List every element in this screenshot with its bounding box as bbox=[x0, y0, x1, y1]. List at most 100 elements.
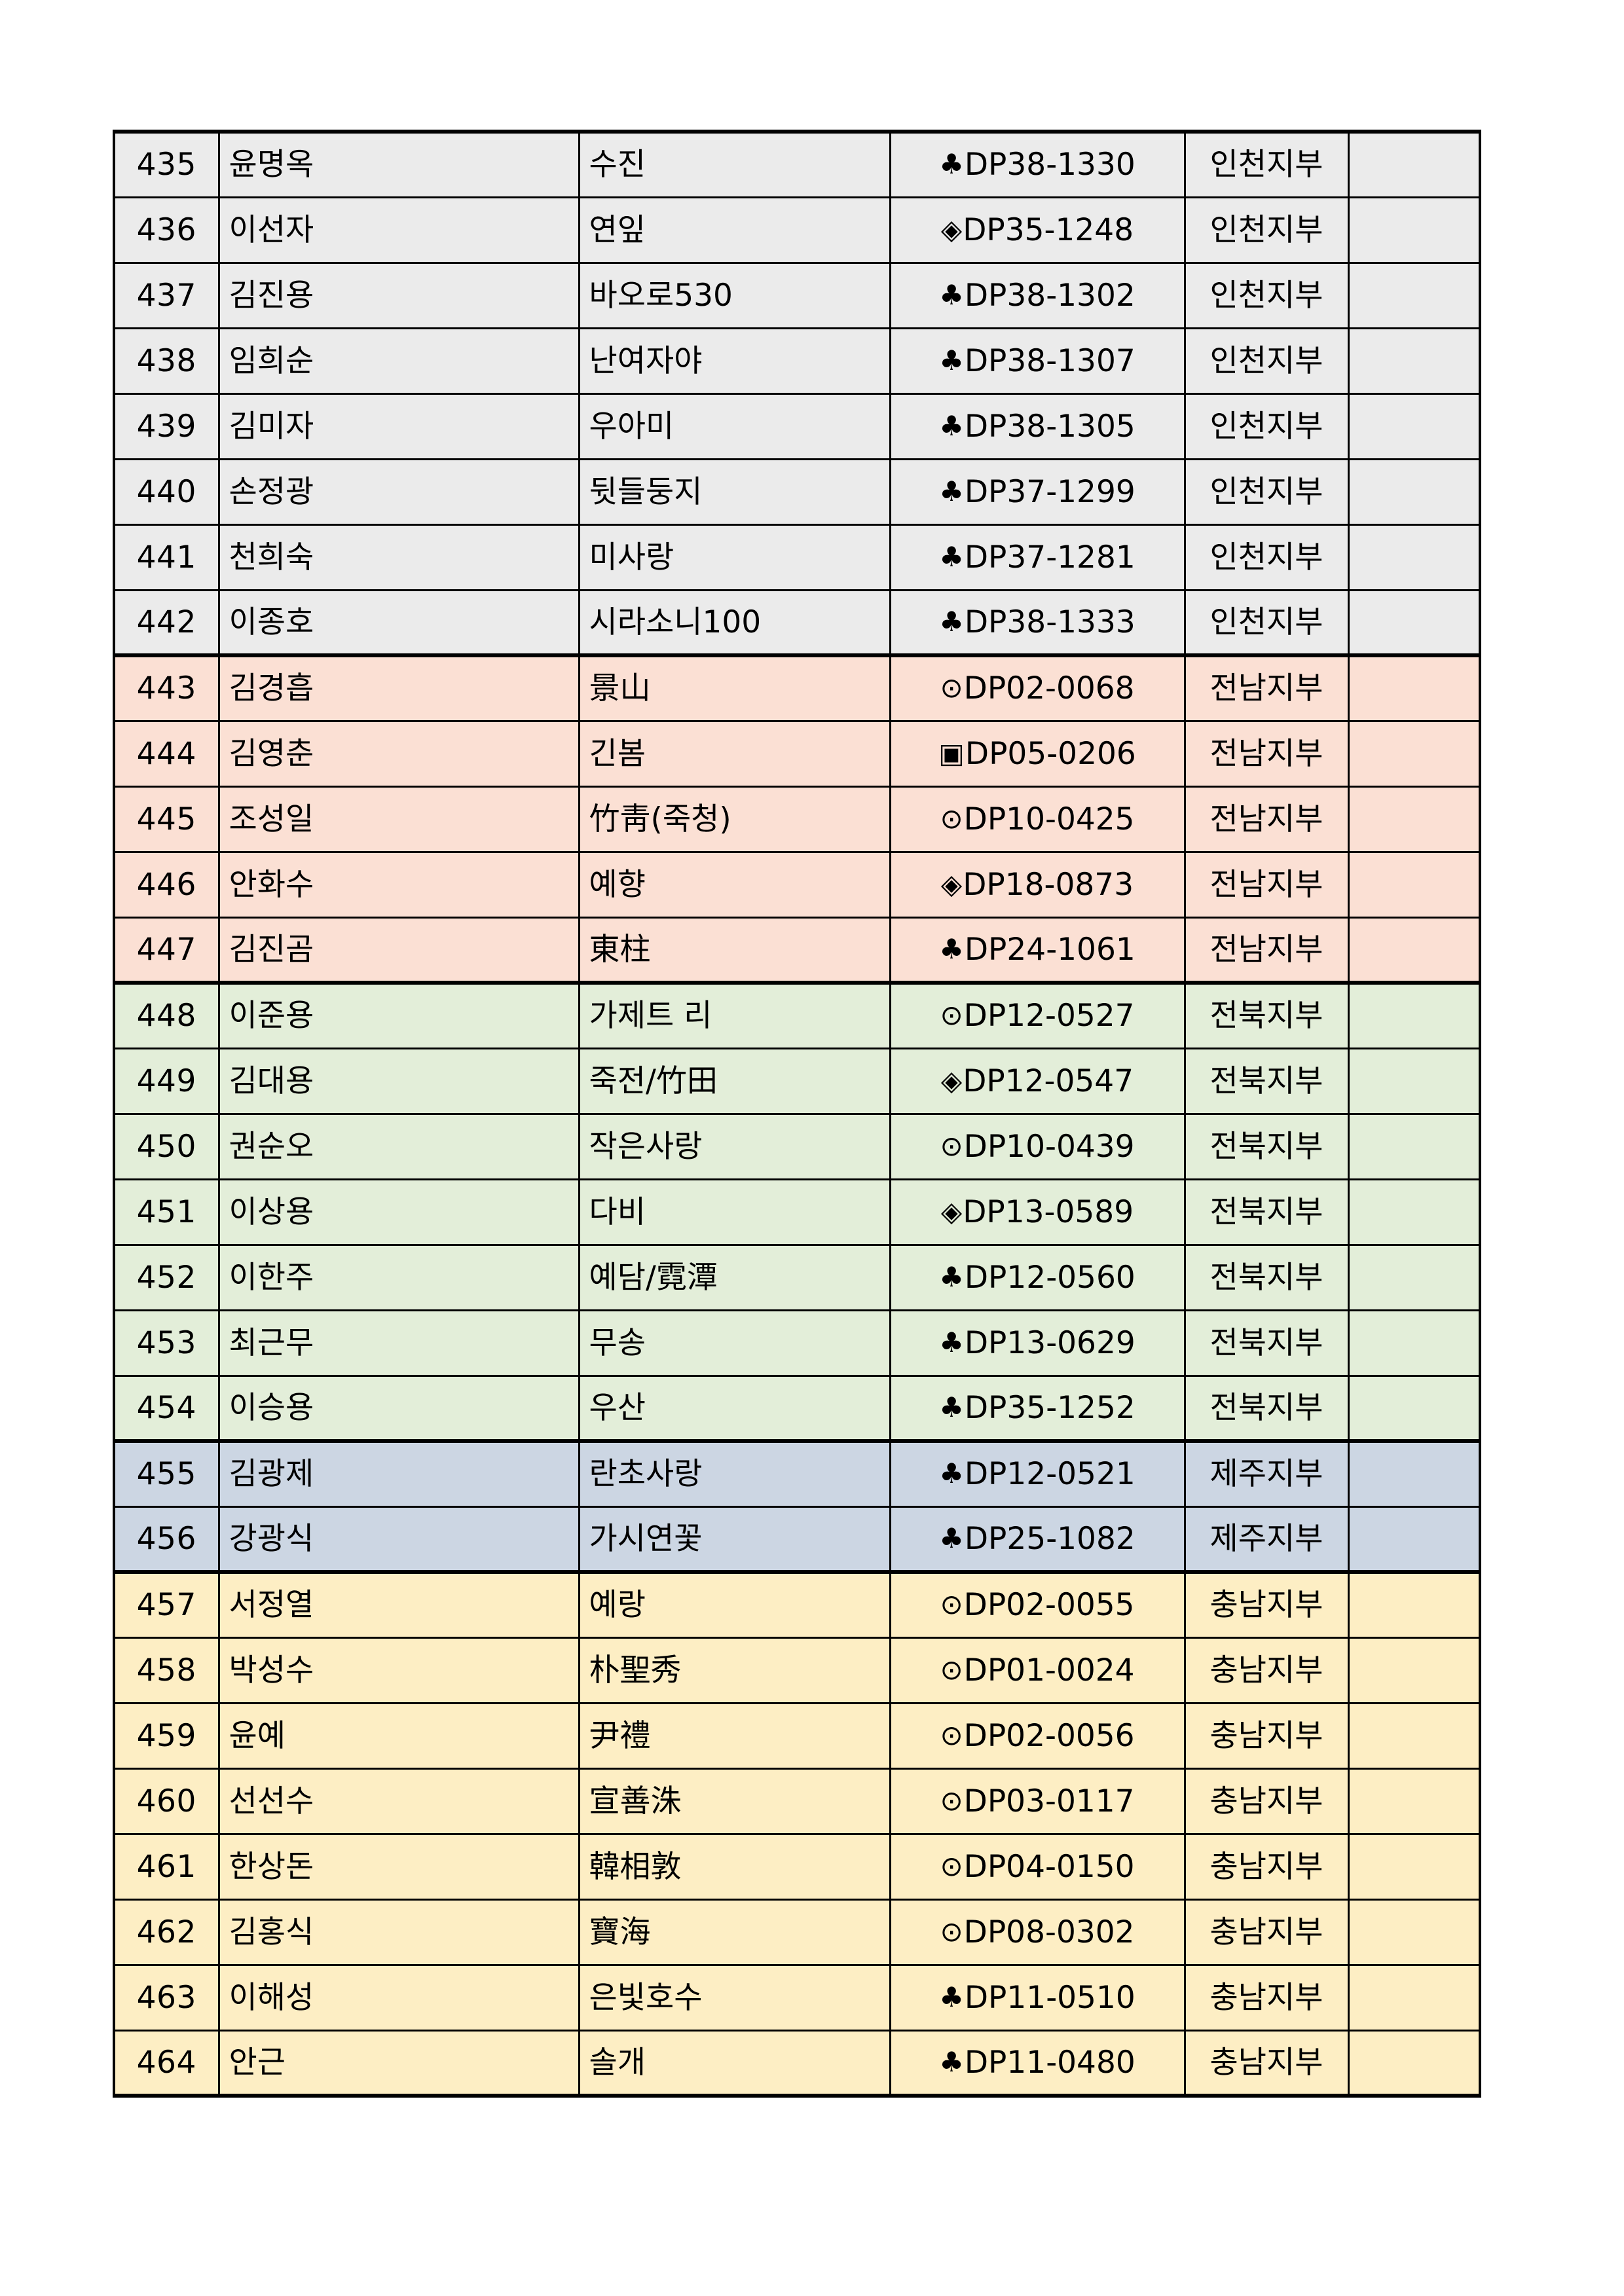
member-name-cell: 최근무 bbox=[217, 1309, 580, 1377]
code-symbol-icon: ♣ bbox=[939, 1391, 964, 1423]
member-code-cell: ⊙DP02-0056 bbox=[889, 1702, 1186, 1770]
notes-cell bbox=[1347, 1309, 1481, 1377]
member-code-cell: ◈DP13-0589 bbox=[889, 1178, 1186, 1246]
table-row: 457 서정열 예랑 ⊙DP02-0055 충남지부 bbox=[113, 1570, 1481, 1639]
branch-cell: 전북지부 bbox=[1183, 1047, 1350, 1115]
branch-cell: 전남지부 bbox=[1183, 916, 1350, 984]
branch-cell: 충남지부 bbox=[1183, 1767, 1350, 1835]
member-code-cell: ⊙DP02-0068 bbox=[889, 653, 1186, 722]
row-index-cell: 457 bbox=[113, 1570, 220, 1639]
member-name-cell: 서정열 bbox=[217, 1570, 580, 1639]
table-row: 449 김대용 죽전/竹田 ◈DP12-0547 전북지부 bbox=[113, 1047, 1481, 1115]
table-row: 464 안근 솔개 ♣DP11-0480 충남지부 bbox=[113, 2029, 1481, 2097]
notes-cell bbox=[1347, 850, 1481, 919]
branch-cell: 전남지부 bbox=[1183, 653, 1350, 722]
branch-cell: 전북지부 bbox=[1183, 1243, 1350, 1311]
code-symbol-icon: ◈ bbox=[940, 867, 963, 900]
table-row: 447 김진곰 東柱 ♣DP24-1061 전남지부 bbox=[113, 916, 1481, 984]
member-code-cell: ♣DP37-1299 bbox=[889, 458, 1186, 526]
branch-cell: 충남지부 bbox=[1183, 1832, 1350, 1901]
member-code-cell: ♣DP11-0480 bbox=[889, 2029, 1186, 2097]
notes-cell bbox=[1347, 1047, 1481, 1115]
row-index-cell: 450 bbox=[113, 1112, 220, 1180]
member-code-cell: ♣DP37-1281 bbox=[889, 523, 1186, 591]
table-row: 440 손정광 뒷들둥지 ♣DP37-1299 인천지부 bbox=[113, 458, 1481, 526]
row-index-cell: 442 bbox=[113, 589, 220, 657]
member-code-cell: ♣DP12-0521 bbox=[889, 1439, 1186, 1508]
alias-cell: 景山 bbox=[578, 653, 891, 722]
member-name-cell: 윤명옥 bbox=[217, 130, 580, 198]
code-text: DP12-0521 bbox=[964, 1456, 1135, 1493]
member-name-cell: 김광제 bbox=[217, 1439, 580, 1508]
alias-cell: 韓相敦 bbox=[578, 1832, 891, 1901]
table-row: 438 임희순 난여자야 ♣DP38-1307 인천지부 bbox=[113, 327, 1481, 395]
branch-cell: 전남지부 bbox=[1183, 850, 1350, 919]
member-name-cell: 안근 bbox=[217, 2029, 580, 2097]
code-symbol-icon: ♣ bbox=[939, 1326, 964, 1358]
branch-cell: 충남지부 bbox=[1183, 1702, 1350, 1770]
code-symbol-icon: ⊙ bbox=[940, 1784, 963, 1817]
alias-cell: 가제트 리 bbox=[578, 981, 891, 1049]
code-symbol-icon: ♣ bbox=[939, 1522, 964, 1554]
code-symbol-icon: ♣ bbox=[939, 1980, 964, 2013]
row-index-cell: 446 bbox=[113, 850, 220, 919]
code-symbol-icon: ⊙ bbox=[940, 1653, 963, 1686]
notes-cell bbox=[1347, 653, 1481, 722]
row-index-cell: 462 bbox=[113, 1898, 220, 1966]
table-row: 443 김경흡 景山 ⊙DP02-0068 전남지부 bbox=[113, 653, 1481, 722]
table-row: 436 이선자 연잎 ◈DP35-1248 인천지부 bbox=[113, 196, 1481, 264]
code-symbol-icon: ♣ bbox=[939, 540, 964, 573]
notes-cell bbox=[1347, 261, 1481, 329]
member-name-cell: 손정광 bbox=[217, 458, 580, 526]
code-symbol-icon: ♣ bbox=[939, 932, 964, 965]
table-row: 435 윤명옥 수진 ♣DP38-1330 인천지부 bbox=[113, 130, 1481, 198]
row-index-cell: 438 bbox=[113, 327, 220, 395]
member-code-cell: ♣DP38-1330 bbox=[889, 130, 1186, 198]
row-index-cell: 443 bbox=[113, 653, 220, 722]
code-symbol-icon: ♣ bbox=[939, 1260, 964, 1293]
table-row: 461 한상돈 韓相敦 ⊙DP04-0150 충남지부 bbox=[113, 1832, 1481, 1901]
alias-cell: 난여자야 bbox=[578, 327, 891, 395]
row-index-cell: 461 bbox=[113, 1832, 220, 1901]
table-row: 441 천희숙 미사랑 ♣DP37-1281 인천지부 bbox=[113, 523, 1481, 591]
alias-cell: 솔개 bbox=[578, 2029, 891, 2097]
code-text: DP11-0510 bbox=[964, 1979, 1135, 2016]
member-code-cell: ♣DP24-1061 bbox=[889, 916, 1186, 984]
notes-cell bbox=[1347, 2029, 1481, 2097]
code-symbol-icon: ⊙ bbox=[940, 999, 963, 1032]
code-text: DP18-0873 bbox=[963, 866, 1134, 903]
notes-cell bbox=[1347, 392, 1481, 460]
code-text: DP38-1330 bbox=[964, 147, 1135, 183]
code-text: DP08-0302 bbox=[963, 1914, 1135, 1950]
branch-cell: 전북지부 bbox=[1183, 981, 1350, 1049]
notes-cell bbox=[1347, 1767, 1481, 1835]
alias-cell: 예랑 bbox=[578, 1570, 891, 1639]
code-symbol-icon: ⊙ bbox=[940, 802, 963, 835]
notes-cell bbox=[1347, 1374, 1481, 1442]
row-index-cell: 445 bbox=[113, 785, 220, 853]
branch-cell: 전북지부 bbox=[1183, 1112, 1350, 1180]
row-index-cell: 452 bbox=[113, 1243, 220, 1311]
branch-cell: 인천지부 bbox=[1183, 327, 1350, 395]
table-row: 445 조성일 竹靑(죽청) ⊙DP10-0425 전남지부 bbox=[113, 785, 1481, 853]
alias-cell: 예향 bbox=[578, 850, 891, 919]
notes-cell bbox=[1347, 1112, 1481, 1180]
member-code-cell: ♣DP12-0560 bbox=[889, 1243, 1186, 1311]
member-code-cell: ⊙DP12-0527 bbox=[889, 981, 1186, 1049]
code-text: DP10-0439 bbox=[963, 1128, 1135, 1165]
row-index-cell: 460 bbox=[113, 1767, 220, 1835]
code-text: DP35-1252 bbox=[964, 1389, 1135, 1426]
branch-cell: 인천지부 bbox=[1183, 196, 1350, 264]
notes-cell bbox=[1347, 1898, 1481, 1966]
member-code-cell: ♣DP11-0510 bbox=[889, 1963, 1186, 2032]
member-name-cell: 이해성 bbox=[217, 1963, 580, 2032]
code-text: DP35-1248 bbox=[963, 211, 1134, 248]
branch-cell: 충남지부 bbox=[1183, 1963, 1350, 2032]
notes-cell bbox=[1347, 785, 1481, 853]
row-index-cell: 455 bbox=[113, 1439, 220, 1508]
row-index-cell: 451 bbox=[113, 1178, 220, 1246]
row-index-cell: 444 bbox=[113, 720, 220, 788]
code-symbol-icon: ⊙ bbox=[940, 1588, 963, 1621]
row-index-cell: 449 bbox=[113, 1047, 220, 1115]
